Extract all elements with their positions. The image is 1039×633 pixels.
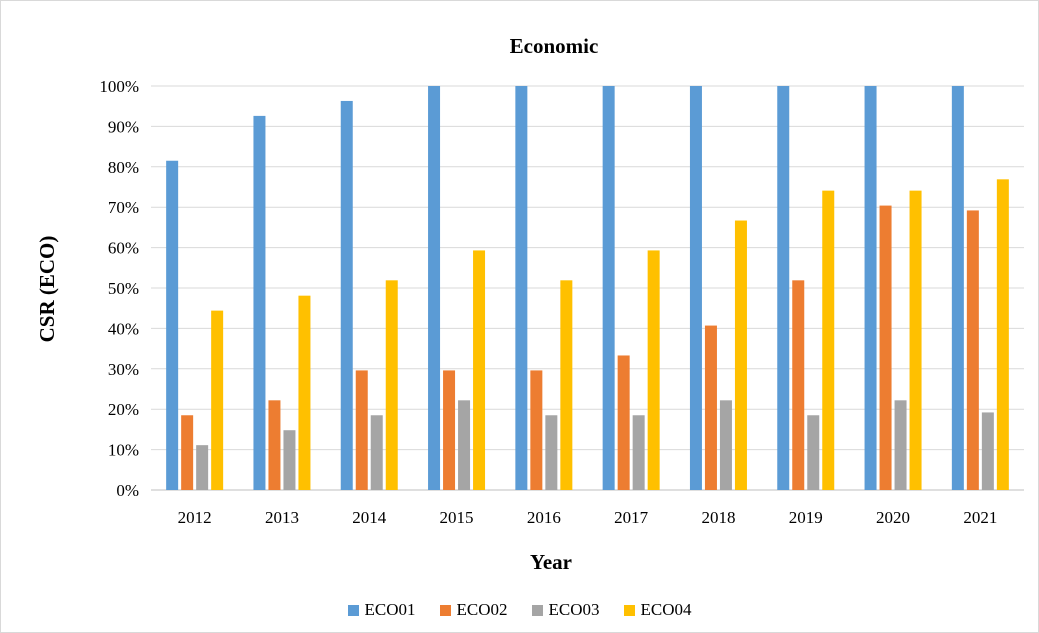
x-tick-label: 2017 (614, 508, 649, 527)
y-axis-label: CSR (ECO) (35, 236, 59, 343)
x-tick-label: 2016 (527, 508, 561, 527)
legend-swatch (347, 604, 359, 616)
x-tick-label: 2020 (876, 508, 910, 527)
bar-eco01-2020 (864, 86, 877, 490)
y-tick-label: 50% (108, 279, 139, 298)
bar-eco02-2017 (617, 355, 630, 490)
legend-swatch (531, 604, 543, 616)
bar-eco01-2017 (602, 86, 615, 490)
bar-eco01-2015 (428, 86, 441, 490)
legend-item-eco02: ECO02 (439, 600, 508, 620)
bar-eco01-2012 (166, 160, 179, 491)
x-tick-label: 2014 (352, 508, 387, 527)
bar-eco01-2019 (777, 86, 790, 490)
y-tick-label: 90% (108, 117, 139, 136)
x-axis-label: Year (530, 550, 572, 574)
legend-swatch (439, 604, 451, 616)
legend-label: ECO01 (364, 600, 416, 619)
legend-item-eco03: ECO03 (531, 600, 600, 620)
y-axis-ticks: 0% 10% 20% 30% 40% 50% 60% 70% 80% 90% 100% (99, 77, 139, 500)
x-tick-label: 2015 (440, 508, 474, 527)
bar-eco02-2020 (879, 205, 892, 491)
y-tick-label: 30% (108, 360, 139, 379)
bar-eco03-2015 (458, 400, 471, 490)
bar-eco01-2018 (689, 86, 702, 490)
legend-swatch (623, 604, 635, 616)
x-axis-ticks: 2012 2013 2014 2015 2016 2017 2018 2019 2020 2021 (178, 508, 998, 527)
x-tick-label: 2019 (789, 508, 823, 527)
bar-eco03-2021 (981, 412, 994, 490)
bar-eco02-2013 (268, 400, 281, 490)
bar-eco04-2015 (473, 250, 486, 490)
bar-eco02-2021 (966, 210, 979, 490)
bar-eco04-2020 (909, 190, 922, 491)
bar-eco03-2012 (196, 445, 209, 490)
x-tick-label: 2021 (963, 508, 997, 527)
bar-eco04-2013 (298, 295, 311, 490)
bar-eco04-2019 (822, 190, 835, 491)
bar-eco03-2018 (719, 400, 732, 490)
bar-eco01-2016 (515, 86, 528, 490)
y-tick-label: 0% (116, 481, 139, 500)
bar-eco02-2016 (530, 370, 543, 490)
bar-eco03-2019 (807, 415, 820, 490)
bar-eco03-2013 (283, 430, 296, 490)
bars (166, 86, 1009, 491)
bar-eco04-2018 (734, 220, 747, 491)
bar-eco02-2019 (792, 280, 805, 490)
y-tick-label: 10% (108, 441, 139, 460)
y-tick-label: 20% (108, 400, 139, 419)
bar-eco04-2014 (385, 280, 398, 490)
bar-eco01-2014 (340, 100, 353, 490)
bar-eco03-2017 (632, 415, 645, 490)
y-tick-label: 60% (108, 239, 139, 258)
y-tick-label: 100% (99, 77, 139, 96)
bar-eco02-2012 (181, 415, 194, 490)
y-tick-label: 80% (108, 158, 139, 177)
chart-title: Economic (510, 34, 599, 58)
x-tick-label: 2013 (265, 508, 299, 527)
legend-label: ECO04 (640, 600, 692, 619)
gridlines (151, 85, 1024, 491)
bar-eco04-2012 (211, 310, 224, 490)
bar-eco02-2018 (704, 325, 717, 490)
bar-eco01-2013 (253, 115, 266, 490)
bar-eco03-2014 (370, 415, 383, 490)
legend-item-eco01: ECO01 (347, 600, 416, 620)
bar-eco02-2015 (443, 370, 456, 490)
legend-label: ECO03 (548, 600, 600, 619)
x-tick-label: 2018 (701, 508, 735, 527)
x-tick-label: 2012 (178, 508, 212, 527)
legend: ECO01 ECO02 ECO03 ECO04 (1, 600, 1038, 620)
bar-eco04-2021 (996, 179, 1009, 490)
y-tick-label: 70% (108, 198, 139, 217)
bar-eco04-2017 (647, 250, 660, 490)
legend-item-eco04: ECO04 (623, 600, 692, 620)
bar-eco03-2016 (545, 415, 558, 490)
bar-eco01-2021 (951, 86, 964, 490)
y-tick-label: 40% (108, 319, 139, 338)
bar-eco04-2016 (560, 280, 573, 490)
legend-label: ECO02 (456, 600, 508, 619)
bar-eco03-2020 (894, 400, 907, 490)
bar-eco02-2014 (355, 370, 368, 490)
